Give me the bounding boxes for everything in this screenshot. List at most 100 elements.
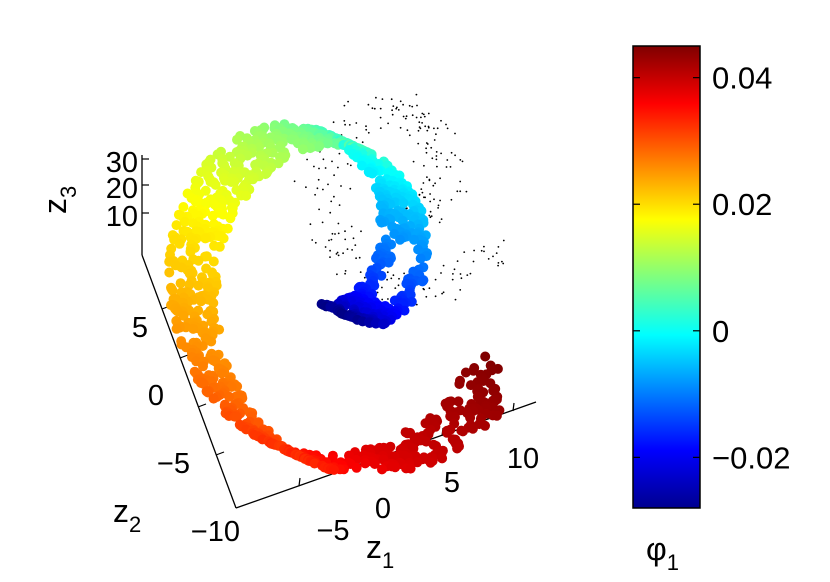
- data-point: [225, 213, 236, 224]
- data-point: [206, 336, 217, 347]
- projection-dot: [415, 116, 418, 119]
- projection-dot: [501, 260, 503, 263]
- projection-dot: [314, 193, 316, 196]
- data-point: [232, 134, 242, 145]
- projection-dot: [438, 221, 441, 224]
- projection-dot: [483, 250, 485, 253]
- projection-dot: [456, 190, 459, 193]
- projection-dot: [322, 188, 324, 191]
- projection-dot: [338, 204, 341, 207]
- projection-dot: [421, 191, 424, 194]
- projection-dot: [351, 249, 353, 251]
- y-axis-line: [141, 254, 237, 509]
- projection-dot: [334, 233, 336, 235]
- data-point: [193, 280, 204, 291]
- projection-dot: [344, 123, 346, 126]
- data-point: [390, 462, 401, 473]
- projection-dot: [411, 114, 414, 117]
- projection-dot: [430, 146, 433, 149]
- projection-dot: [450, 198, 453, 201]
- projection-dot: [456, 260, 459, 262]
- data-point: [171, 323, 182, 334]
- projection-dot: [426, 176, 428, 179]
- data-point: [454, 379, 465, 389]
- projection-dot: [314, 241, 317, 244]
- data-point: [208, 393, 219, 404]
- projection-dot: [466, 274, 469, 276]
- projection-dot: [335, 253, 338, 255]
- projection-dot: [333, 174, 335, 177]
- projection-dot: [445, 123, 447, 126]
- projection-dot: [428, 179, 431, 182]
- data-point: [226, 177, 237, 187]
- projection-dot: [402, 103, 404, 106]
- projection-dot: [359, 271, 362, 273]
- projection-dot: [404, 117, 407, 120]
- projection-dot: [344, 272, 346, 275]
- projection-dot: [336, 273, 338, 276]
- data-point: [480, 351, 491, 362]
- projection-dot: [425, 142, 428, 144]
- projection-dot: [317, 178, 320, 181]
- projection-dot: [439, 177, 441, 180]
- z2-tick-0: 0: [148, 380, 164, 412]
- data-point: [467, 423, 478, 434]
- projection-dot: [421, 112, 424, 115]
- projection-dot: [331, 232, 334, 235]
- data-point: [178, 310, 189, 321]
- projection-dot: [355, 136, 358, 139]
- projection-dot: [453, 268, 456, 271]
- projection-dot: [363, 276, 366, 279]
- projection-dot: [332, 121, 335, 124]
- projection-dot: [439, 199, 441, 202]
- projection-dot: [449, 166, 452, 168]
- colorbar-gradient: [633, 46, 700, 508]
- projection-dot: [426, 129, 429, 132]
- projection-dot: [348, 124, 351, 126]
- projection-dot: [425, 295, 428, 298]
- data-point: [208, 256, 219, 267]
- projection-dot: [394, 287, 397, 289]
- projection-dot: [405, 115, 408, 118]
- projection-dot: [434, 182, 436, 185]
- projection-dot: [483, 245, 485, 248]
- projection-dot: [433, 127, 435, 130]
- projection-dot: [403, 272, 405, 275]
- projection-dot: [361, 141, 364, 144]
- data-point: [175, 278, 186, 289]
- projection-dot: [358, 256, 361, 259]
- projection-dot: [379, 116, 382, 119]
- projection-dot: [417, 129, 420, 132]
- data-point: [198, 361, 208, 372]
- colorbar-ticks: 0.04 0.02 0 −0.02: [633, 61, 790, 475]
- colorbar-tick-label: 0.04: [712, 61, 772, 96]
- projection-dot: [445, 166, 448, 168]
- data-point: [185, 246, 196, 257]
- projection-dot: [397, 284, 400, 287]
- projection-dot: [379, 107, 382, 110]
- projection-dot: [440, 218, 443, 221]
- projection-dot: [420, 188, 423, 191]
- projection-dot: [425, 147, 427, 150]
- projection-dot: [347, 100, 349, 103]
- projection-dot: [418, 126, 421, 128]
- projection-dot: [360, 230, 362, 233]
- data-point: [210, 179, 221, 190]
- projection-dot: [459, 289, 462, 291]
- data-point: [356, 160, 367, 171]
- projection-dot: [480, 249, 483, 252]
- data-point: [402, 428, 413, 439]
- projection-dot: [349, 187, 352, 190]
- projection-dot: [397, 109, 400, 111]
- projection-dot: [418, 193, 421, 196]
- projection-dot: [336, 251, 339, 254]
- projection-dot: [435, 155, 438, 157]
- projection-dot: [465, 190, 468, 193]
- projection-dot: [430, 215, 433, 218]
- projection-dot: [313, 165, 315, 168]
- data-point: [351, 462, 362, 473]
- data-point: [305, 143, 316, 154]
- projection-dot: [492, 255, 494, 258]
- z2-axis-label: z2: [113, 493, 141, 537]
